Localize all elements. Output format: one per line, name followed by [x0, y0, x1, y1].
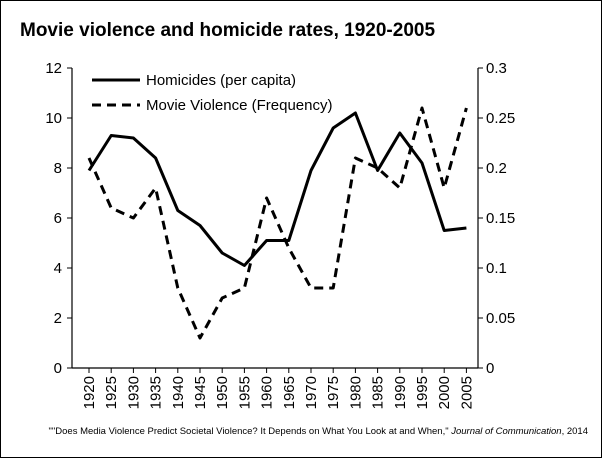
- source-note: ""Does Media Violence Predict Societal V…: [49, 426, 588, 437]
- source-year: , 2014: [562, 426, 588, 437]
- left-tick-label: 4: [54, 260, 62, 277]
- right-tick-label: 0.3: [486, 60, 507, 77]
- right-tick-label: 0.1: [486, 260, 507, 277]
- x-tick-label: 1965: [281, 376, 298, 409]
- left-tick-label: 10: [45, 110, 62, 127]
- x-tick-label: 1990: [392, 376, 409, 409]
- right-tick-label: 0.2: [486, 160, 507, 177]
- x-tick-label: 1925: [103, 376, 120, 409]
- left-tick-label: 0: [54, 360, 62, 377]
- series-line-homicides: [89, 113, 466, 266]
- legend-label: Movie Violence (Frequency): [146, 97, 332, 114]
- right-tick-label: 0: [486, 360, 494, 377]
- x-tick-label: 1955: [236, 376, 253, 409]
- x-tick-label: 2005: [458, 376, 475, 409]
- x-tick-label: 1970: [303, 376, 320, 409]
- source-text: ""Does Media Violence Predict Societal V…: [49, 426, 449, 437]
- left-tick-label: 6: [54, 210, 62, 227]
- x-tick-label: 1945: [192, 376, 209, 409]
- x-tick-label: 1950: [214, 376, 231, 409]
- x-tick-label: 1985: [370, 376, 387, 409]
- x-tick-label: 1940: [170, 376, 187, 409]
- left-tick-label: 12: [45, 60, 62, 77]
- x-tick-label: 1960: [259, 376, 276, 409]
- right-tick-label: 0.05: [486, 310, 515, 327]
- right-axis-ticks: 0 0.05 0.1 0.15 0.2 0.25 0.3: [478, 60, 515, 377]
- source-journal: Journal of Communication: [451, 426, 561, 437]
- left-tick-label: 2: [54, 310, 62, 327]
- right-tick-label: 0.25: [486, 110, 515, 127]
- x-tick-label: 1975: [325, 376, 342, 409]
- x-tick-label: 1980: [347, 376, 364, 409]
- left-axis-ticks: 0 2 4 6 8 10 12: [45, 60, 72, 377]
- right-tick-label: 0.15: [486, 210, 515, 227]
- series-line-movie-violence: [89, 108, 466, 338]
- x-tick-label: 2000: [436, 376, 453, 409]
- x-tick-label: 1920: [81, 376, 98, 409]
- x-tick-label: 1995: [414, 376, 431, 409]
- x-axis-ticks: 1920 1925 1930 1935 1940 1945 1950 1955 1960 1965…: [81, 368, 475, 409]
- left-tick-label: 8: [54, 160, 62, 177]
- legend-label: Homicides (per capita): [146, 72, 296, 89]
- legend: Homicides (per capita) Movie Violence (Fr…: [92, 72, 332, 114]
- x-tick-label: 1930: [125, 376, 142, 409]
- series-lines: [89, 108, 466, 338]
- x-tick-label: 1935: [148, 376, 165, 409]
